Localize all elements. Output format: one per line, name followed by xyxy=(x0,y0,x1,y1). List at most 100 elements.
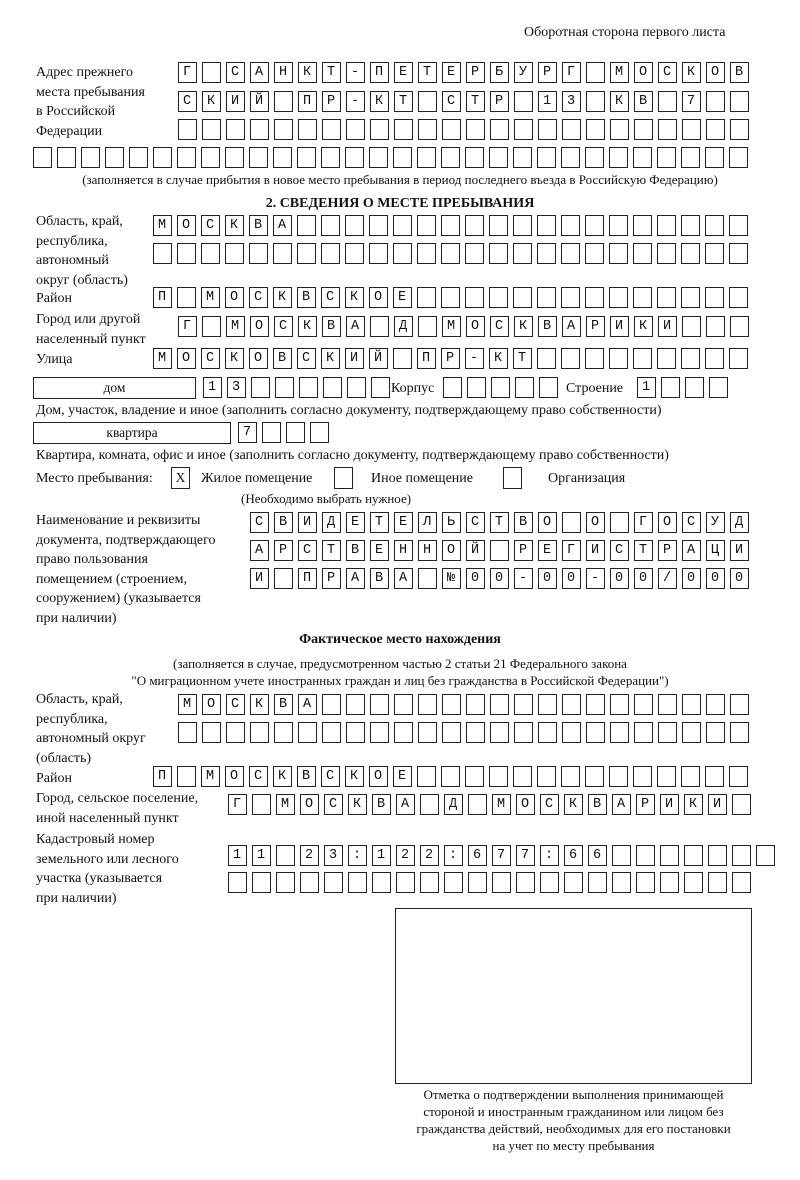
street-row-cell[interactable] xyxy=(465,348,484,369)
prev-address-row-cell[interactable] xyxy=(658,62,677,83)
street-row-cell[interactable] xyxy=(489,348,508,369)
district-row-cell[interactable] xyxy=(249,287,268,308)
doc-row-cell[interactable] xyxy=(250,540,269,561)
region-row-cell[interactable] xyxy=(705,243,724,264)
district-row-cell[interactable] xyxy=(561,287,580,308)
cadastre-row-cell[interactable] xyxy=(588,845,607,866)
street-row-cell[interactable] xyxy=(345,348,364,369)
region-row-cell[interactable] xyxy=(297,215,316,236)
cadastre-row-cell[interactable] xyxy=(348,845,367,866)
cadastre-row-cell[interactable] xyxy=(420,872,439,893)
actual-district-row-cell[interactable] xyxy=(561,766,580,787)
region-row-cell[interactable] xyxy=(609,243,628,264)
doc-row-cell[interactable] xyxy=(514,540,533,561)
doc-row-cell[interactable] xyxy=(370,512,389,533)
region-row[interactable]: МОСКВА xyxy=(158,218,759,233)
stay-option-residential-checkbox[interactable]: X xyxy=(171,467,190,489)
cadastre-row-cell[interactable] xyxy=(468,845,487,866)
actual-city-row-cell[interactable] xyxy=(348,794,367,815)
city-row-cell[interactable] xyxy=(394,316,413,337)
street-row-cell[interactable] xyxy=(609,348,628,369)
prev-address-row-cell[interactable] xyxy=(706,119,725,140)
house-number-row-cell[interactable] xyxy=(371,377,390,398)
cadastre-row-cell[interactable] xyxy=(564,845,583,866)
stay-option-other-checkbox[interactable] xyxy=(334,467,353,489)
prev-address-row-cell[interactable] xyxy=(418,119,437,140)
district-row-cell[interactable] xyxy=(633,287,652,308)
region-row-cell[interactable] xyxy=(177,243,196,264)
cadastre-row-cell[interactable] xyxy=(564,872,583,893)
prev-address-row-cell[interactable] xyxy=(490,119,509,140)
district-row-cell[interactable] xyxy=(609,287,628,308)
building-row-cell[interactable] xyxy=(685,377,704,398)
actual-district-row-cell[interactable] xyxy=(513,766,532,787)
prev-address-row-cell[interactable] xyxy=(658,119,677,140)
prev-address-row-cell[interactable] xyxy=(537,147,556,168)
cadastre-row-cell[interactable] xyxy=(396,845,415,866)
prev-address-row-cell[interactable] xyxy=(321,147,340,168)
street-row-cell[interactable] xyxy=(369,348,388,369)
region-row[interactable] xyxy=(158,243,758,264)
street-row-cell[interactable] xyxy=(633,348,652,369)
region-row-cell[interactable] xyxy=(561,243,580,264)
actual-district-row-cell[interactable] xyxy=(441,766,460,787)
doc-row-cell[interactable] xyxy=(514,568,533,589)
building-row-cell[interactable] xyxy=(709,377,728,398)
actual-region-row-cell[interactable] xyxy=(466,694,485,715)
doc-row-cell[interactable] xyxy=(610,512,629,533)
cadastre-row-cell[interactable] xyxy=(372,872,391,893)
actual-region-row-cell[interactable] xyxy=(250,722,269,743)
prev-address-row-cell[interactable] xyxy=(586,62,605,83)
doc-row-cell[interactable] xyxy=(658,568,677,589)
cadastre-row[interactable]: 11 23:122:677:66 xyxy=(233,848,786,863)
city-row-cell[interactable] xyxy=(730,316,749,337)
doc-row[interactable]: СВИДЕТЕЛЬСТВО О ГОСУД xyxy=(255,515,760,530)
doc-row-cell[interactable] xyxy=(682,512,701,533)
actual-region-row-cell[interactable] xyxy=(658,722,677,743)
actual-region-row-cell[interactable] xyxy=(202,694,221,715)
prev-address-row-cell[interactable] xyxy=(274,62,293,83)
prev-address-row-cell[interactable] xyxy=(418,62,437,83)
city-row-cell[interactable] xyxy=(586,316,605,337)
doc-row-cell[interactable] xyxy=(274,512,293,533)
prev-address-row-cell[interactable] xyxy=(561,147,580,168)
actual-city-row-cell[interactable] xyxy=(684,794,703,815)
prev-address-row-cell[interactable] xyxy=(202,62,221,83)
cadastre-row-cell[interactable] xyxy=(636,872,655,893)
prev-address-row-cell[interactable] xyxy=(657,147,676,168)
doc-row-cell[interactable] xyxy=(514,512,533,533)
prev-address-row-cell[interactable] xyxy=(129,147,148,168)
prev-address-row-cell[interactable] xyxy=(538,91,557,112)
prev-address-row-cell[interactable] xyxy=(585,147,604,168)
cadastre-row-cell[interactable] xyxy=(444,845,463,866)
district-row-cell[interactable] xyxy=(537,287,556,308)
region-row-cell[interactable] xyxy=(729,243,748,264)
actual-region-row-cell[interactable] xyxy=(226,722,245,743)
city-row-cell[interactable] xyxy=(322,316,341,337)
doc-row-cell[interactable] xyxy=(610,540,629,561)
doc-row-cell[interactable] xyxy=(706,540,725,561)
doc-row-cell[interactable] xyxy=(610,568,629,589)
doc-row-cell[interactable] xyxy=(586,568,605,589)
actual-region-row-cell[interactable] xyxy=(394,722,413,743)
doc-row-cell[interactable] xyxy=(634,540,653,561)
prev-address-row-cell[interactable] xyxy=(57,147,76,168)
region-row-cell[interactable] xyxy=(297,243,316,264)
actual-region-row-cell[interactable] xyxy=(490,722,509,743)
district-row-cell[interactable] xyxy=(465,287,484,308)
street-row-cell[interactable] xyxy=(177,348,196,369)
actual-district-row-cell[interactable] xyxy=(729,766,748,787)
house-number-row-cell[interactable] xyxy=(251,377,270,398)
prev-address-row-cell[interactable] xyxy=(250,62,269,83)
district-row-cell[interactable] xyxy=(513,287,532,308)
district-row-cell[interactable] xyxy=(201,287,220,308)
street-row-cell[interactable] xyxy=(273,348,292,369)
actual-region-row-cell[interactable] xyxy=(370,722,389,743)
street-row-cell[interactable] xyxy=(393,348,412,369)
prev-address-row-cell[interactable] xyxy=(562,119,581,140)
city-row-cell[interactable] xyxy=(514,316,533,337)
prev-address-row-cell[interactable] xyxy=(370,62,389,83)
actual-region-row-cell[interactable] xyxy=(682,722,701,743)
korpus-row-cell[interactable] xyxy=(467,377,486,398)
region-row-cell[interactable] xyxy=(585,215,604,236)
